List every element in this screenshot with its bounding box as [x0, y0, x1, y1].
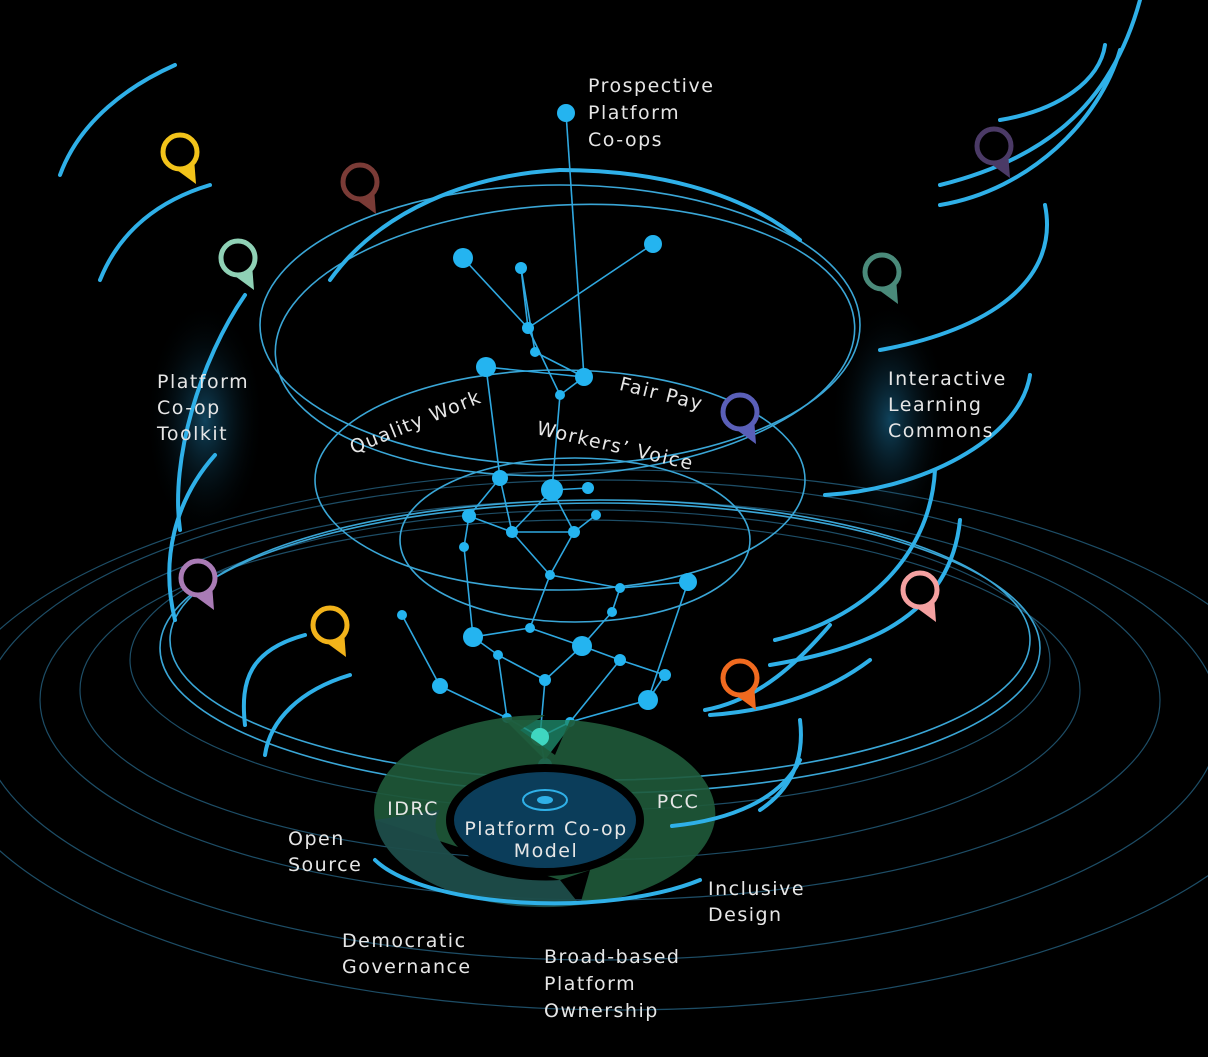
node: [614, 654, 626, 666]
label: Platform: [544, 973, 636, 995]
node: [525, 623, 535, 633]
pin: [903, 573, 937, 607]
pin: [313, 608, 347, 642]
glow: [145, 300, 265, 540]
node: [476, 357, 496, 377]
label: Design: [708, 904, 783, 926]
node: [644, 235, 662, 253]
label: Co-ops: [588, 129, 663, 151]
label: IDRC: [387, 798, 439, 820]
node: [607, 607, 617, 617]
label: Open: [288, 828, 345, 850]
label: Platform Co-op: [464, 818, 627, 840]
node: [575, 368, 593, 386]
node: [522, 322, 534, 334]
label: Learning: [888, 394, 983, 416]
node: [515, 262, 527, 274]
pin: [221, 241, 255, 275]
node: [539, 674, 551, 686]
node: [555, 390, 565, 400]
label: Platform: [157, 371, 249, 393]
label: Prospective: [588, 75, 714, 97]
diagram: Prospective Platform Co-ops Platform Co-op To…: [0, 0, 1208, 1057]
label: PCC: [657, 791, 700, 813]
node: [572, 636, 592, 656]
pin: [865, 255, 899, 289]
pin: [977, 129, 1011, 163]
node: [506, 526, 518, 538]
node: [492, 470, 508, 486]
node: [582, 482, 594, 494]
node: [530, 347, 540, 357]
node: [541, 479, 563, 501]
node: [591, 510, 601, 520]
node: [459, 542, 469, 552]
label: Commons: [888, 420, 994, 442]
pin: [181, 561, 215, 595]
pin: [723, 661, 757, 695]
node: [615, 583, 625, 593]
label: Inclusive: [708, 878, 805, 900]
node: [397, 610, 407, 620]
label: Platform: [588, 102, 680, 124]
label: Ownership: [544, 1000, 659, 1022]
node: [557, 104, 575, 122]
label: Model: [514, 840, 579, 862]
core-dot: [537, 796, 553, 804]
label: Source: [288, 854, 362, 876]
node: [453, 248, 473, 268]
node: [493, 650, 503, 660]
pin: [343, 165, 377, 199]
pin: [163, 135, 197, 169]
label: Interactive: [888, 368, 1007, 390]
label: Democratic: [342, 930, 467, 952]
node: [568, 526, 580, 538]
node: [679, 573, 697, 591]
node: [462, 509, 476, 523]
node: [638, 690, 658, 710]
pin: [723, 395, 757, 429]
node: [432, 678, 448, 694]
label: Broad-based: [544, 946, 680, 968]
node: [659, 669, 671, 681]
label: Governance: [342, 956, 472, 978]
label: Toolkit: [156, 423, 228, 445]
node: [463, 627, 483, 647]
label: Co-op: [157, 397, 221, 419]
node: [545, 570, 555, 580]
